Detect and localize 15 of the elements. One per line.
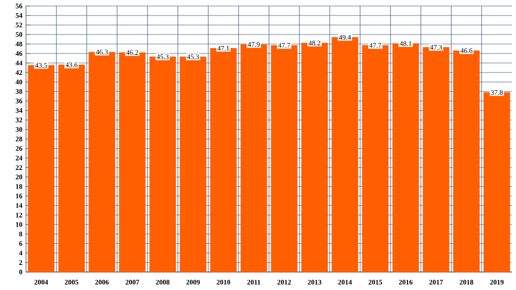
bar — [362, 45, 389, 272]
bar — [301, 42, 328, 272]
bar — [180, 56, 206, 272]
bar — [332, 37, 358, 272]
bar — [119, 52, 146, 272]
bar — [149, 56, 176, 272]
bar — [270, 45, 298, 272]
bar — [422, 47, 450, 272]
bar — [88, 52, 116, 272]
bar — [58, 64, 85, 272]
bar — [484, 92, 510, 272]
bar — [392, 43, 419, 272]
bar — [453, 50, 480, 272]
bar — [240, 44, 268, 272]
bar — [28, 65, 54, 272]
